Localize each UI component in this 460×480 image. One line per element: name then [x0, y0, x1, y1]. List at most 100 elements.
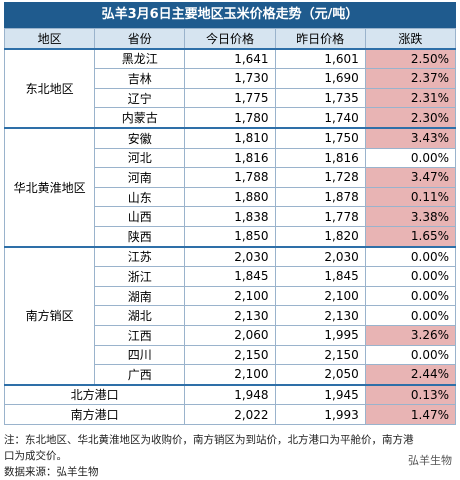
price-cell: 1,993: [274, 404, 366, 425]
note: 注：东北地区、华北黄淮地区为收购价，南方销区为到站价，北方港口为平舱价，南方港口…: [4, 434, 414, 462]
province: 江西: [94, 324, 186, 346]
province: 湖北: [94, 305, 186, 326]
price-cell: 2,060: [184, 324, 276, 346]
table-row: 东北地区 黑龙江 1,641 1,601 2.50%: [3, 47, 457, 129]
province: 吉林: [94, 68, 186, 89]
price-cell: 1,820: [274, 225, 366, 248]
price-cell: 1,775: [184, 87, 276, 109]
price-cell: 1,788: [184, 167, 276, 188]
province: 江苏: [94, 245, 186, 268]
price-cell: 0.00%: [364, 266, 457, 287]
price-cell: 1,740: [274, 107, 366, 129]
price-cell: 1,995: [274, 324, 366, 346]
price-cell: 1,810: [184, 126, 276, 149]
price-cell: 3.38%: [364, 206, 457, 227]
column-header: 昨日价格: [274, 27, 366, 50]
price-cell: 1,878: [274, 186, 366, 208]
price-cell: 1,816: [184, 147, 276, 169]
province: 山东: [94, 186, 186, 208]
price-cell: 2,150: [184, 344, 276, 366]
price-cell: 1,880: [184, 186, 276, 208]
price-cell: 1,690: [274, 68, 366, 89]
port: 南方港口: [3, 404, 186, 425]
price-cell: 3.43%: [364, 126, 457, 149]
province: 内蒙古: [94, 107, 186, 129]
header-row: 地区 省份 今日价格 昨日价格 涨跌: [3, 27, 457, 50]
province: 辽宁: [94, 87, 186, 109]
price-cell: 1,845: [274, 266, 366, 287]
column-header: 省份: [94, 27, 186, 50]
price-cell: 2,100: [274, 285, 366, 307]
province: 陕西: [94, 225, 186, 248]
price-cell: 0.00%: [364, 147, 457, 169]
price-cell: 1,948: [184, 383, 276, 406]
price-cell: 2.44%: [364, 364, 457, 386]
table-row: 南方港口 2,022 1,993 1.47%: [3, 404, 457, 425]
table-row: 陕西 1,850 1,820 1.65%: [5, 225, 457, 248]
price-cell: 1,735: [274, 87, 366, 109]
price-cell: 1.47%: [364, 404, 457, 425]
price-cell: 0.00%: [364, 245, 457, 268]
price-cell: 1,845: [184, 266, 276, 287]
price-cell: 2,100: [184, 364, 276, 386]
price-cell: 0.11%: [364, 186, 457, 208]
province: 安徽: [94, 126, 186, 149]
table-row: 山东 1,880 1,878 0.11%: [5, 186, 457, 208]
table-row: 四川 2,150 2,150 0.00%: [5, 344, 457, 366]
table-row: 河南 1,788 1,728 3.47%: [5, 167, 457, 188]
region: 华北黄淮地区: [3, 126, 96, 248]
price-cell: 1,850: [184, 225, 276, 248]
title: 弘羊3月6日主要地区玉米价格走势（元/吨）: [4, 2, 456, 28]
price-cell: 2,030: [184, 245, 276, 268]
province: 黑龙江: [94, 47, 186, 70]
price-table: 地区 省份 今日价格 昨日价格 涨跌 东北地区 黑龙江 1,641 1,601 2.50% 吉林 1,…: [3, 27, 457, 425]
price-cell: 1,816: [274, 147, 366, 169]
price-cell: 1,730: [184, 68, 276, 89]
price-cell: 2,130: [274, 305, 366, 326]
footer: 注：东北地区、华北黄淮地区为收购价，南方销区为到站价，北方港口为平舱价，南方港口…: [4, 432, 414, 480]
price-cell: 2,030: [274, 245, 366, 268]
table-row: 山西 1,838 1,778 3.38%: [5, 206, 457, 227]
table-row: 广西 2,100 2,050 2.44%: [5, 364, 457, 386]
table-row: 浙江 1,845 1,845 0.00%: [5, 266, 457, 287]
price-cell: 1,778: [274, 206, 366, 227]
price-cell: 2.50%: [364, 47, 457, 70]
price-cell: 1.65%: [364, 225, 457, 248]
price-cell: 0.00%: [364, 285, 457, 307]
table-row: 江西 2,060 1,995 3.26%: [5, 324, 457, 346]
price-cell: 0.00%: [364, 305, 457, 326]
price-cell: 3.47%: [364, 167, 457, 188]
price-cell: 1,641: [184, 47, 276, 70]
price-cell: 1,750: [274, 126, 366, 149]
province: 河北: [94, 147, 186, 169]
port: 北方港口: [3, 383, 186, 406]
province: 河南: [94, 167, 186, 188]
province: 四川: [94, 344, 186, 366]
source: 数据来源：弘羊生物: [4, 466, 99, 478]
price-cell: 0.13%: [364, 383, 457, 406]
table-row: 北方港口 1,948 1,945 0.13%: [3, 383, 457, 406]
price-cell: 1,728: [274, 167, 366, 188]
table-row: 湖南 2,100 2,100 0.00%: [5, 285, 457, 307]
price-cell: 1,945: [274, 383, 366, 406]
price-cell: 2.31%: [364, 87, 457, 109]
price-cell: 2,022: [184, 404, 276, 425]
column-header: 涨跌: [364, 27, 457, 50]
column-header: 今日价格: [184, 27, 276, 50]
price-cell: 2.30%: [364, 107, 457, 129]
price-cell: 3.26%: [364, 324, 457, 346]
region: 南方销区: [3, 245, 96, 386]
province: 浙江: [94, 266, 186, 287]
price-cell: 2,150: [274, 344, 366, 366]
price-cell: 2,050: [274, 364, 366, 386]
province: 湖南: [94, 285, 186, 307]
price-cell: 1,780: [184, 107, 276, 129]
column-header: 地区: [3, 27, 96, 50]
province: 广西: [94, 364, 186, 386]
price-cell: 2.37%: [364, 68, 457, 89]
price-cell: 1,601: [274, 47, 366, 70]
table-row: 华北黄淮地区 安徽 1,810 1,750 3.43%: [3, 126, 457, 248]
price-cell: 2,130: [184, 305, 276, 326]
table-row: 内蒙古 1,780 1,740 2.30%: [5, 107, 457, 129]
